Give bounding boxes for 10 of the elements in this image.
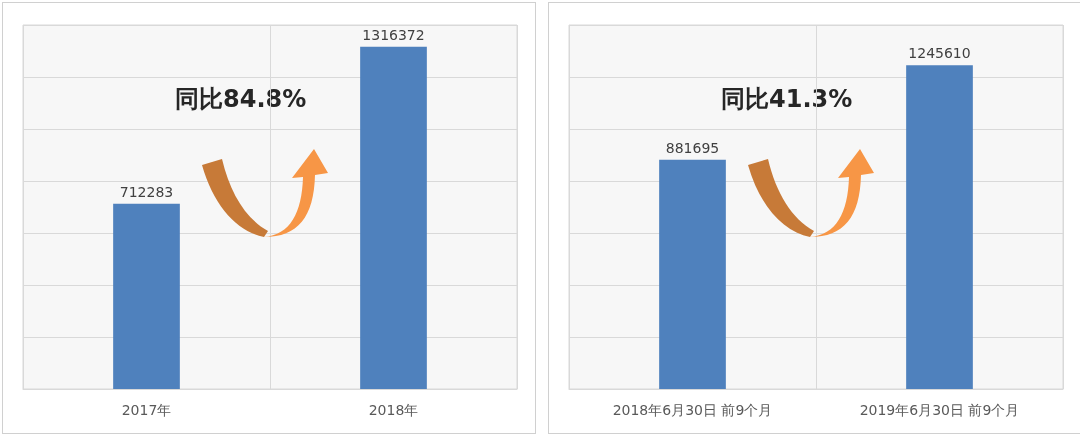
x-tick-label: 2018年6月30日 前9个月: [612, 402, 773, 418]
x-tick-label: 2019年6月30日 前9个月: [859, 402, 1020, 418]
data-label: 712283: [119, 183, 174, 200]
data-label: 1316372: [362, 26, 425, 43]
data-label: 1245610: [908, 45, 971, 62]
data-label: 881695: [665, 139, 720, 156]
x-tick-label: 2018年: [368, 402, 419, 418]
x-tick-label: 2017年: [121, 402, 172, 418]
annotation: 同比41.3%: [721, 85, 853, 113]
annotation: 同比84.8%: [175, 85, 307, 113]
